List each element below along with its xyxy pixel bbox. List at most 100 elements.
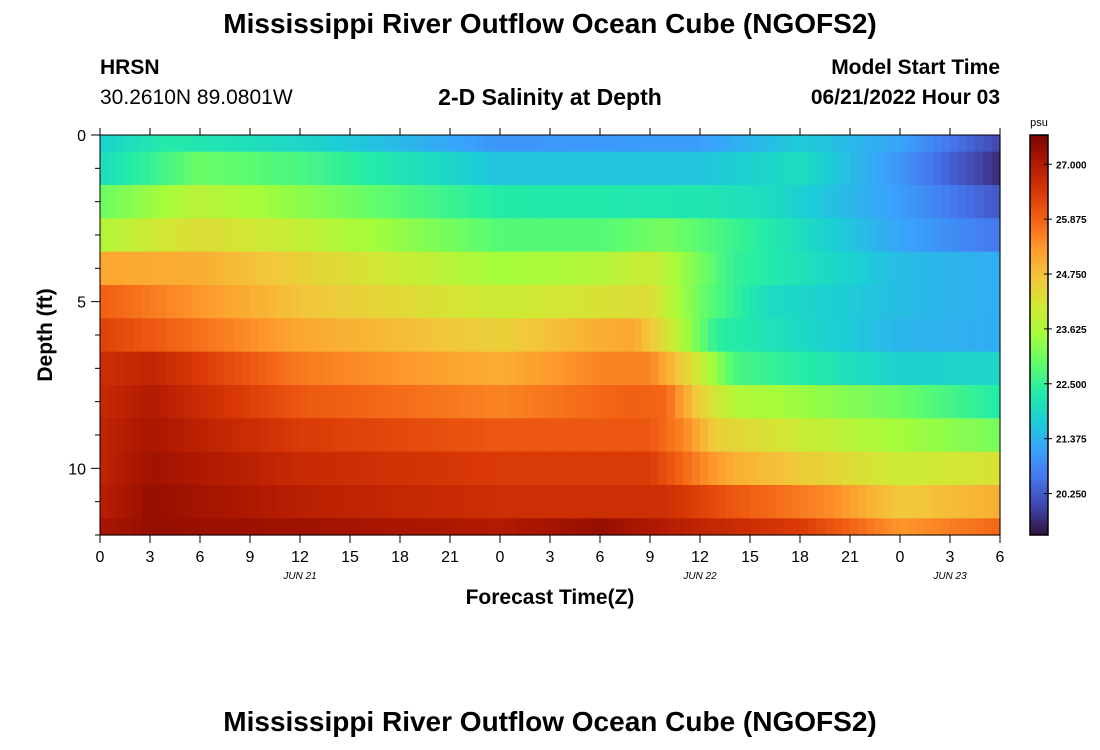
heatmap-cell [633, 518, 643, 536]
heatmap-cell [350, 351, 359, 386]
heatmap-cell [758, 485, 768, 519]
heatmap-cell [625, 218, 634, 253]
heatmap-cell [700, 318, 709, 353]
heatmap-cell [216, 135, 226, 153]
heatmap-cell [408, 385, 418, 419]
heatmap-cell [525, 135, 534, 153]
heatmap-cell [791, 418, 801, 453]
heatmap-cell [833, 351, 843, 386]
heatmap-cell [291, 518, 301, 536]
heatmap-cell [816, 218, 826, 253]
heatmap-cell [575, 151, 584, 186]
heatmap-cell [291, 218, 301, 253]
heatmap-cell [616, 485, 626, 519]
heatmap-cell [925, 351, 934, 386]
heatmap-cell [458, 485, 468, 519]
heatmap-cell [450, 418, 459, 453]
heatmap-cell [791, 185, 801, 219]
heatmap-cell [466, 285, 476, 319]
heatmap-cell [116, 285, 126, 319]
heatmap-cell [275, 418, 284, 453]
heatmap-cell [691, 218, 701, 253]
heatmap-cell [208, 485, 218, 519]
heatmap-cell [383, 218, 393, 253]
heatmap-cell [250, 518, 259, 536]
heatmap-cell [766, 135, 776, 153]
heatmap-cell [483, 351, 493, 386]
heatmap-cell [900, 185, 909, 219]
heatmap-cell [933, 385, 943, 419]
heatmap-cell [308, 135, 318, 153]
heatmap-cell [766, 318, 776, 353]
heatmap-cell [283, 485, 293, 519]
heatmap-cell [125, 218, 134, 253]
heatmap-cell [600, 485, 609, 519]
model-start-value: 06/21/2022 Hour 03 [810, 86, 1000, 109]
heatmap-cell [375, 451, 384, 486]
heatmap-cell [200, 418, 209, 453]
heatmap-cell [516, 451, 526, 486]
heatmap-cell [241, 385, 251, 419]
heatmap-cell [458, 385, 468, 419]
heatmap-cell [316, 518, 326, 536]
heatmap-cell [183, 185, 193, 219]
heatmap-cell [833, 251, 843, 286]
heatmap-cell [850, 185, 859, 219]
heatmap-cell [808, 351, 818, 386]
heatmap-cell [858, 218, 868, 253]
x-tick-label: 15 [341, 549, 359, 566]
heatmap-cell [133, 251, 143, 286]
heatmap-cell [858, 451, 868, 486]
y-tick-label: 0 [77, 128, 86, 145]
heatmap-cell [183, 135, 193, 153]
heatmap-cell [925, 151, 934, 186]
heatmap-cell [425, 351, 434, 386]
heatmap-cell [641, 351, 651, 386]
heatmap-cell [116, 218, 126, 253]
heatmap-cell [583, 135, 593, 153]
heatmap-cell [941, 418, 951, 453]
heatmap-cell [675, 518, 684, 536]
heatmap-cell [958, 318, 968, 353]
heatmap-cell [966, 351, 976, 386]
heatmap-cell [608, 351, 618, 386]
heatmap-cell [700, 285, 709, 319]
heatmap-cell [925, 518, 934, 536]
x-axis-label: Forecast Time(Z) [466, 586, 635, 609]
heatmap-cell [450, 351, 459, 386]
heatmap-cell [366, 485, 376, 519]
heatmap-cell [941, 185, 951, 219]
heatmap-cell [925, 451, 934, 486]
heatmap-cell [725, 385, 734, 419]
heatmap-cell [941, 251, 951, 286]
heatmap-cell [141, 251, 151, 286]
heatmap-cell [800, 185, 809, 219]
heatmap-cell [141, 518, 151, 536]
heatmap-cell [683, 251, 693, 286]
heatmap-cell [716, 485, 726, 519]
heatmap-cell [108, 251, 118, 286]
heatmap-cell [866, 135, 876, 153]
heatmap-cell [783, 518, 793, 536]
heatmap-cell [591, 485, 601, 519]
heatmap-cell [991, 418, 1001, 453]
heatmap-cell [575, 185, 584, 219]
heatmap-cell [883, 318, 893, 353]
heatmap-cell [133, 135, 143, 153]
heatmap-cell [275, 185, 284, 219]
heatmap-cell [933, 251, 943, 286]
heatmap-cell [608, 285, 618, 319]
heatmap-cell [508, 351, 518, 386]
heatmap-cell [666, 218, 676, 253]
heatmap-cell [833, 518, 843, 536]
heatmap-cell [908, 385, 918, 419]
heatmap-cell [933, 485, 943, 519]
heatmap-cell [816, 318, 826, 353]
heatmap-cell [408, 185, 418, 219]
heatmap-cell [583, 285, 593, 319]
heatmap-cell [900, 385, 909, 419]
heatmap-cell [408, 285, 418, 319]
heatmap-cell [750, 518, 759, 536]
heatmap-cell [275, 518, 284, 536]
heatmap-cell [858, 318, 868, 353]
